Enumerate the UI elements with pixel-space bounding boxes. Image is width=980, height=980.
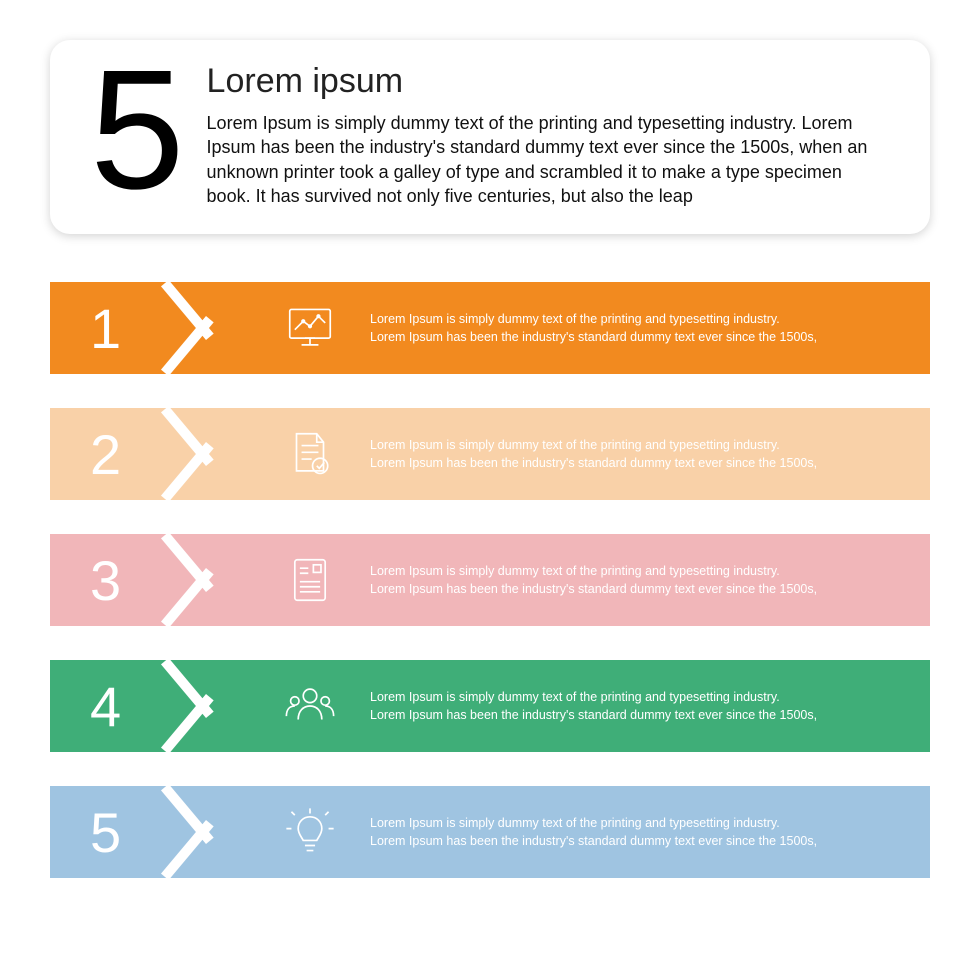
step-text-line: Lorem Ipsum is simply dummy text of the … <box>370 814 890 832</box>
step-text-line: Lorem Ipsum is simply dummy text of the … <box>370 688 890 706</box>
step-description: Lorem Ipsum is simply dummy text of the … <box>370 310 930 346</box>
step-text-line: Lorem Ipsum is simply dummy text of the … <box>370 562 890 580</box>
step-number-box: 5 <box>50 786 250 878</box>
header-text-block: Lorem ipsum Lorem Ipsum is simply dummy … <box>207 58 890 208</box>
step-number: 1 <box>90 296 121 361</box>
step-row: 4 Lorem Ipsum is simply dummy text of th… <box>50 660 930 752</box>
step-text-line: Lorem Ipsum has been the industry's stan… <box>370 832 890 850</box>
step-text-line: Lorem Ipsum has been the industry's stan… <box>370 328 890 346</box>
step-row: 1 Lorem Ipsum is simply dummy text of th… <box>50 282 930 374</box>
step-text-line: Lorem Ipsum has been the industry's stan… <box>370 580 890 598</box>
lightbulb-icon <box>250 786 370 878</box>
step-number: 4 <box>90 674 121 739</box>
header-body: Lorem Ipsum is simply dummy text of the … <box>207 111 890 208</box>
people-group-icon <box>250 660 370 752</box>
chevron-divider <box>196 408 256 500</box>
step-row: 2 Lorem Ipsum is simply dummy text of th… <box>50 408 930 500</box>
step-number-box: 2 <box>50 408 250 500</box>
step-text-line: Lorem Ipsum is simply dummy text of the … <box>370 310 890 328</box>
step-text-line: Lorem Ipsum has been the industry's stan… <box>370 454 890 472</box>
step-number-box: 1 <box>50 282 250 374</box>
step-row: 5 Lorem Ipsum is simply dummy text of th… <box>50 786 930 878</box>
step-description: Lorem Ipsum is simply dummy text of the … <box>370 562 930 598</box>
document-check-icon <box>250 408 370 500</box>
monitor-chart-icon <box>250 282 370 374</box>
step-number: 5 <box>90 800 121 865</box>
steps-list: 1 Lorem Ipsum is simply dummy text of th… <box>50 282 930 878</box>
chevron-divider <box>196 282 256 374</box>
header-number: 5 <box>90 58 179 203</box>
header-card: 5 Lorem ipsum Lorem Ipsum is simply dumm… <box>50 40 930 234</box>
step-text-line: Lorem Ipsum is simply dummy text of the … <box>370 436 890 454</box>
step-description: Lorem Ipsum is simply dummy text of the … <box>370 814 930 850</box>
step-number-box: 3 <box>50 534 250 626</box>
step-row: 3 Lorem Ipsum is simply dummy text of th… <box>50 534 930 626</box>
chevron-divider <box>196 534 256 626</box>
step-description: Lorem Ipsum is simply dummy text of the … <box>370 436 930 472</box>
header-title: Lorem ipsum <box>207 62 890 101</box>
step-text-line: Lorem Ipsum has been the industry's stan… <box>370 706 890 724</box>
step-number: 2 <box>90 422 121 487</box>
step-number-box: 4 <box>50 660 250 752</box>
chevron-divider <box>196 660 256 752</box>
step-description: Lorem Ipsum is simply dummy text of the … <box>370 688 930 724</box>
document-lines-icon <box>250 534 370 626</box>
chevron-divider <box>196 786 256 878</box>
step-number: 3 <box>90 548 121 613</box>
